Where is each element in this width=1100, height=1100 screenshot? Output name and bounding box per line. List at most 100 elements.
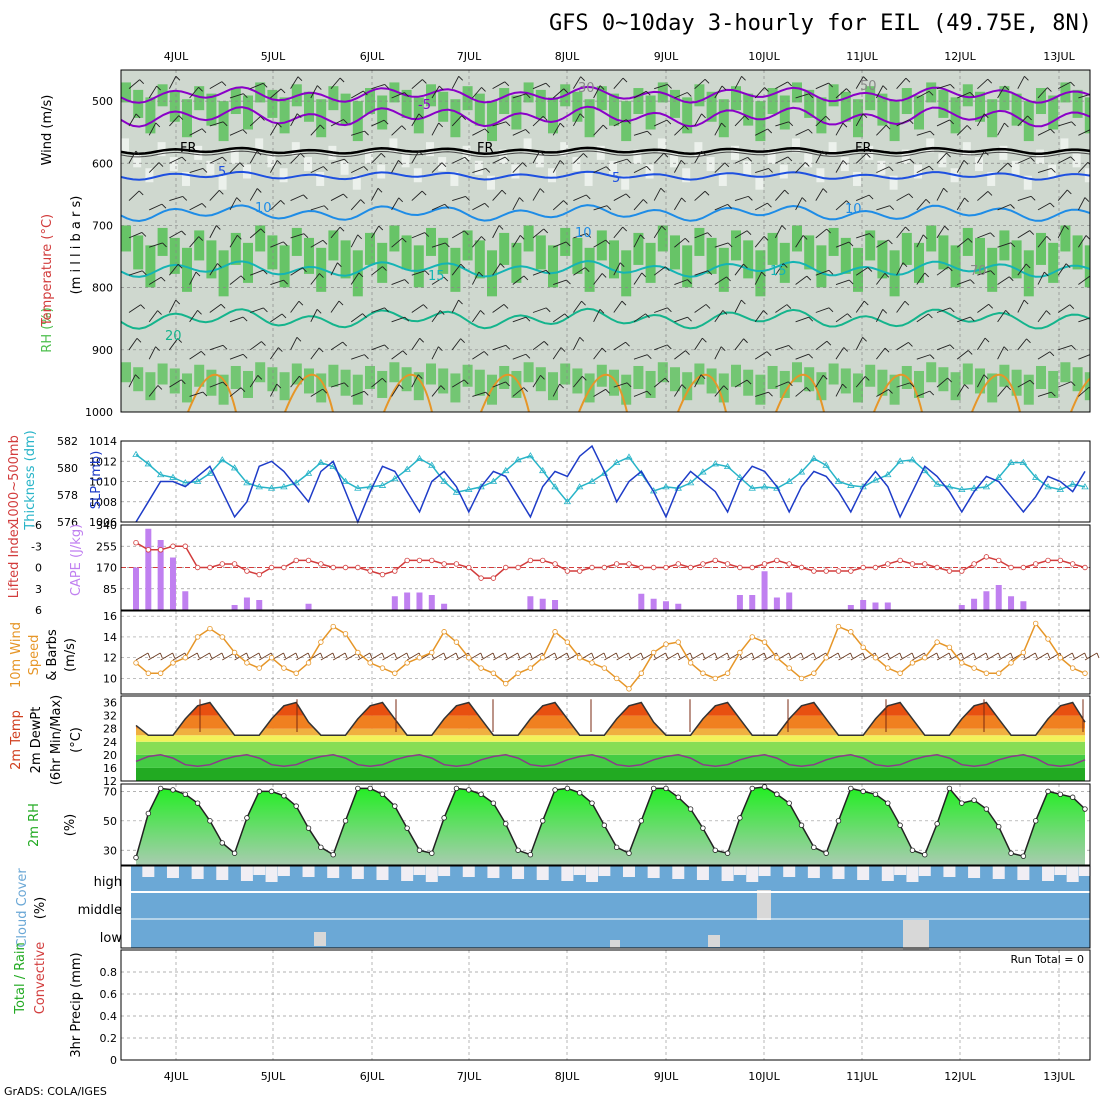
- wind-barb: [431, 203, 445, 211]
- rh-patch: [1060, 362, 1071, 383]
- wind-barb-feather: [545, 269, 551, 275]
- cloud-gap: [708, 935, 720, 947]
- wind-barb-feather: [139, 79, 145, 84]
- wind-barb: [876, 124, 887, 136]
- wind-barb: [169, 263, 179, 276]
- lifted-index-series-point: [761, 561, 768, 567]
- rh-patch: [255, 225, 266, 252]
- wind-barb-feather: [438, 85, 444, 91]
- wind-barb: [633, 199, 644, 211]
- top-day-label: 10JUL: [748, 50, 780, 63]
- lifted-index-series-point: [231, 561, 238, 567]
- wind-barb: [613, 119, 627, 127]
- wind-barb: [1037, 128, 1051, 136]
- rh-dry-patch: [316, 171, 325, 186]
- wind-barb: [391, 384, 400, 397]
- wind-barb-feather: [377, 187, 383, 193]
- wind-barb: [209, 344, 224, 351]
- contour-label: FR: [180, 141, 197, 156]
- rh-patch: [901, 88, 912, 115]
- wind-speed-series-point: [355, 649, 361, 656]
- wind-barb-feather: [458, 299, 463, 305]
- wind-barb: [694, 79, 706, 89]
- rh-axis-label: 2m RH: [27, 803, 42, 847]
- cloud-high-gap: [832, 866, 845, 879]
- wind-barb-feather: [1023, 299, 1029, 305]
- bottom-day-label: 7JUL: [457, 1070, 482, 1083]
- wind-barb: [896, 342, 909, 351]
- rh-dry-patch: [267, 153, 276, 168]
- wind-barb-feather: [401, 237, 407, 243]
- wind-barb: [451, 76, 460, 89]
- wind-barb: [694, 304, 707, 313]
- wind-barb: [977, 150, 985, 164]
- lifted-index-series-point: [638, 564, 645, 571]
- wind-barb-feather: [198, 86, 203, 92]
- wind-barb-feather: [505, 345, 511, 350]
- wind-barb-feather: [543, 341, 549, 346]
- wind-barb: [876, 347, 886, 360]
- cloud-high-gap: [253, 866, 266, 875]
- rh-series-point: [170, 787, 176, 793]
- cloud-high-gap: [672, 866, 685, 879]
- rh-dry-patch: [731, 145, 739, 160]
- wind-barb: [714, 242, 729, 248]
- rh-dry-patch: [255, 138, 264, 153]
- wind-barb-feather: [404, 316, 410, 322]
- wind-barb: [674, 279, 688, 285]
- precip-axis-label: Total / Rain: [13, 942, 28, 1015]
- wind-barb: [391, 237, 403, 248]
- wind-barb-feather: [322, 388, 328, 394]
- rh-dry-patch: [657, 138, 666, 153]
- temp-axis-label: 2m Temp: [9, 710, 24, 770]
- rh-dry-patch: [340, 160, 349, 175]
- surface-wind-barb: [628, 652, 642, 661]
- rh-dry-patch: [828, 142, 837, 157]
- wind-barb-feather: [583, 153, 588, 158]
- wind-barb: [815, 375, 824, 388]
- rh-series-point: [540, 818, 546, 824]
- wind-barb-feather: [625, 341, 630, 347]
- rh-patch: [657, 362, 668, 383]
- wind-barb-feather: [156, 85, 161, 91]
- rh-series-point: [934, 821, 940, 827]
- wind-barb-feather: [504, 156, 510, 162]
- rh-dry-patch: [987, 171, 996, 186]
- rh-patch: [804, 235, 815, 270]
- rh-dry-patch: [230, 149, 239, 164]
- rh-series-point: [207, 818, 213, 824]
- rh-dry-patch: [499, 149, 508, 164]
- precip-axis-label: 3hr Precip (mm): [69, 952, 84, 1057]
- wind-barb: [936, 307, 951, 313]
- cape-bar: [133, 567, 139, 610]
- wind-speed-series-point: [194, 634, 201, 640]
- wind-barb-feather: [181, 156, 187, 162]
- wind-barb: [250, 269, 264, 276]
- wind-barb: [452, 156, 466, 164]
- thickness-series-point: [304, 469, 313, 476]
- wind-barb: [613, 341, 626, 351]
- wind-barb-feather: [788, 381, 793, 387]
- surface-wind-barb: [641, 652, 654, 661]
- wind-barb-feather: [619, 262, 625, 268]
- wind-barb: [1017, 115, 1028, 127]
- wind-speed-series-point: [675, 639, 681, 645]
- wind-barb-feather: [581, 300, 586, 306]
- surface-wind-barb-feather: [381, 652, 385, 659]
- wind-speed-series-point: [737, 649, 743, 656]
- wind-barb: [492, 156, 506, 164]
- wind-speed-series-point: [601, 665, 608, 671]
- wind-barb-feather: [319, 124, 325, 130]
- wind-barb: [229, 275, 242, 285]
- wind-barb: [1078, 275, 1090, 285]
- wind-speed-series-point: [712, 675, 718, 682]
- rh-patch: [609, 369, 619, 396]
- rh-patch: [584, 247, 595, 292]
- rh-dry-patch: [584, 171, 593, 186]
- rh-patch: [792, 362, 802, 383]
- wind-barb: [189, 310, 198, 323]
- pressure-tick-label: 1000: [85, 406, 113, 419]
- wind-barb: [694, 150, 702, 164]
- rh-patch: [633, 232, 644, 265]
- cloud-high-gap: [1054, 866, 1067, 875]
